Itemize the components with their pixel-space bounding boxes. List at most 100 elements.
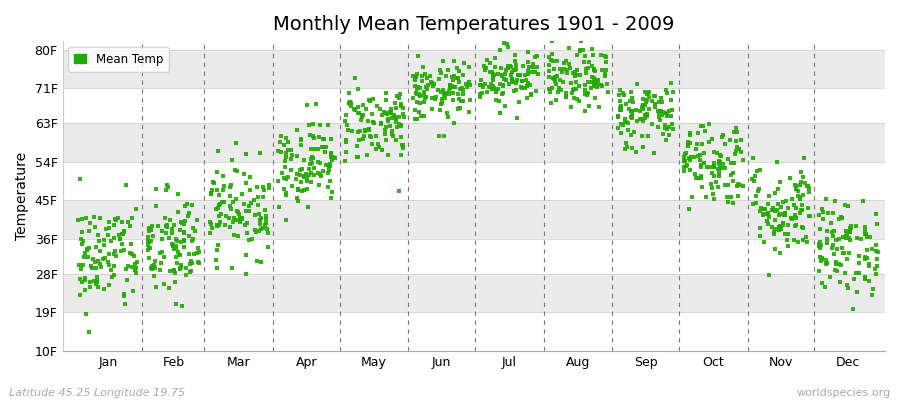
- Point: [572, 98, 586, 104]
- Point: [716, 134, 730, 140]
- Point: [148, 284, 163, 290]
- Point: [814, 279, 829, 286]
- Point: [697, 149, 711, 156]
- Point: [212, 212, 226, 219]
- Point: [291, 198, 305, 204]
- Point: [249, 257, 264, 264]
- Point: [309, 101, 323, 107]
- Point: [789, 186, 804, 192]
- Point: [789, 221, 804, 228]
- Point: [712, 171, 726, 177]
- Point: [351, 86, 365, 93]
- Point: [290, 127, 304, 134]
- Point: [305, 159, 320, 166]
- Point: [339, 122, 354, 128]
- Point: [493, 110, 508, 116]
- Point: [636, 117, 651, 124]
- Point: [120, 277, 134, 284]
- Bar: [62, 312, 885, 351]
- Point: [788, 211, 802, 218]
- Point: [273, 139, 287, 146]
- Point: [417, 113, 431, 119]
- Point: [489, 96, 503, 103]
- Point: [827, 251, 842, 258]
- Point: [642, 94, 656, 100]
- Point: [587, 81, 601, 88]
- Point: [210, 265, 224, 272]
- Point: [94, 264, 109, 270]
- Point: [303, 160, 318, 167]
- Point: [97, 286, 112, 292]
- Point: [766, 205, 780, 211]
- Point: [569, 78, 583, 85]
- Point: [666, 125, 680, 132]
- Point: [352, 137, 366, 143]
- Point: [284, 146, 298, 153]
- Point: [581, 103, 596, 109]
- Point: [435, 100, 449, 106]
- Point: [124, 240, 139, 247]
- Point: [141, 234, 156, 240]
- Point: [546, 76, 561, 82]
- Point: [177, 244, 192, 250]
- Point: [209, 206, 223, 212]
- Point: [233, 217, 248, 223]
- Point: [80, 247, 94, 254]
- Point: [231, 209, 246, 215]
- Point: [154, 260, 168, 267]
- Point: [314, 144, 328, 150]
- Point: [206, 179, 220, 185]
- Point: [658, 122, 672, 128]
- Point: [352, 110, 366, 116]
- Point: [556, 60, 571, 66]
- Point: [486, 71, 500, 77]
- Point: [327, 154, 341, 161]
- Point: [455, 87, 470, 94]
- Point: [111, 214, 125, 221]
- Point: [358, 128, 373, 135]
- Point: [319, 162, 333, 168]
- Point: [621, 127, 635, 133]
- Point: [854, 236, 868, 242]
- Point: [98, 254, 112, 261]
- Point: [158, 230, 173, 236]
- Point: [453, 86, 467, 92]
- Point: [617, 116, 632, 122]
- Point: [142, 224, 157, 231]
- Point: [450, 65, 464, 72]
- Point: [756, 212, 770, 218]
- Point: [241, 208, 256, 214]
- Point: [479, 65, 493, 72]
- Point: [662, 124, 676, 131]
- Point: [232, 219, 247, 225]
- Point: [487, 72, 501, 78]
- Point: [840, 282, 854, 288]
- Point: [356, 102, 371, 108]
- Point: [202, 218, 217, 225]
- Point: [393, 101, 408, 108]
- Point: [585, 46, 599, 52]
- Point: [413, 92, 428, 99]
- Point: [223, 182, 238, 189]
- Point: [552, 88, 566, 95]
- Point: [409, 74, 423, 80]
- Point: [328, 155, 342, 161]
- Point: [716, 132, 731, 138]
- Point: [793, 210, 807, 217]
- Point: [230, 208, 244, 214]
- Point: [693, 156, 707, 163]
- Point: [818, 284, 832, 290]
- Point: [76, 254, 91, 260]
- Point: [316, 136, 330, 142]
- Point: [130, 259, 144, 265]
- Point: [749, 193, 763, 200]
- Point: [489, 86, 503, 93]
- Point: [408, 116, 422, 122]
- Point: [694, 175, 708, 181]
- Point: [493, 80, 508, 87]
- Point: [364, 134, 378, 141]
- Point: [567, 86, 581, 92]
- Point: [636, 102, 651, 108]
- Point: [773, 250, 788, 256]
- Point: [688, 175, 703, 182]
